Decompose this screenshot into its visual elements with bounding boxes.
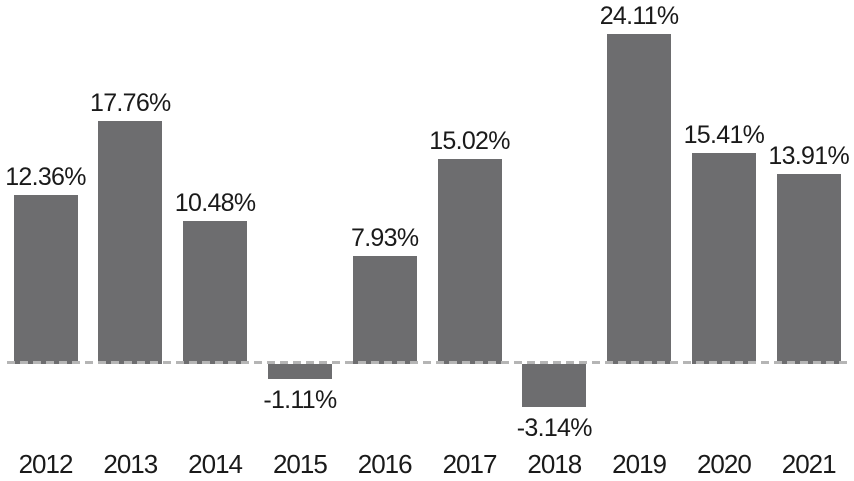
bar-value-label: 13.91%	[768, 141, 849, 170]
x-axis-label-2018: 2018	[527, 449, 582, 479]
x-axis-label-2013: 2013	[103, 449, 158, 479]
bar-2017	[437, 158, 502, 364]
bar-value-label: 10.48%	[174, 188, 256, 217]
bar-2020	[691, 153, 756, 364]
x-axis-label-2016: 2016	[357, 449, 413, 479]
bar-2014	[183, 220, 248, 364]
bar-value-label: 7.93%	[350, 223, 419, 252]
bar-value-label: 15.41%	[683, 121, 765, 150]
bar-2016	[352, 255, 417, 364]
bar-2021	[776, 173, 841, 364]
x-axis-label-2019: 2019	[612, 449, 667, 479]
bar-2018	[522, 364, 587, 407]
bar-value-label: 17.76%	[90, 89, 171, 118]
bar-value-label: 12.36%	[5, 162, 86, 191]
bar-value-label: -1.11%	[263, 386, 337, 415]
x-axis-label-2012: 2012	[18, 449, 74, 479]
x-axis-label-2017: 2017	[442, 449, 498, 479]
bar-2013	[98, 121, 163, 364]
x-axis-label-2020: 2020	[696, 449, 752, 479]
bar-2015	[267, 364, 332, 380]
bar-value-label: -3.14%	[516, 413, 593, 442]
bar-2012	[13, 194, 78, 364]
bar-value-label: 15.02%	[429, 126, 510, 155]
x-axis-label-2015: 2015	[272, 449, 328, 479]
bar-2019	[607, 34, 672, 364]
zero-baseline	[7, 361, 851, 364]
x-axis-label-2021: 2021	[781, 449, 837, 479]
x-axis-label-2014: 2014	[188, 449, 243, 479]
bar-value-label: 24.11%	[599, 2, 679, 31]
